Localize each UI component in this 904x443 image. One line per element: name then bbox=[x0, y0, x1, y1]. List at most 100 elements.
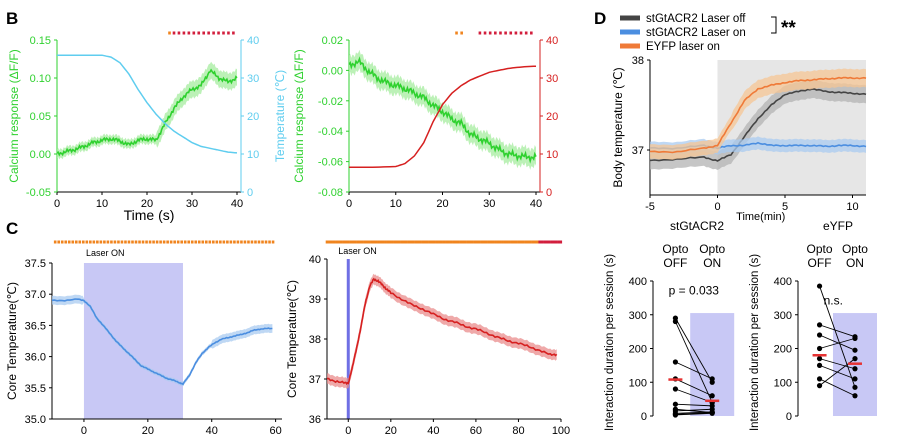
d-bottom-right-off-point bbox=[816, 376, 823, 382]
d-bottom-right-y-label: Interaction duration per session (s) bbox=[749, 254, 761, 431]
c-right-laser-mark bbox=[384, 240, 387, 244]
c-right-laser-mark bbox=[480, 240, 483, 244]
c-right-laser-mark bbox=[402, 240, 406, 244]
c-left-laser-mark bbox=[78, 240, 82, 244]
b-right-x-tick-label: 40 bbox=[530, 198, 542, 210]
b-left-laser-mark bbox=[187, 31, 191, 35]
c-right-laser-mark bbox=[470, 240, 474, 244]
c-left-laser-mark bbox=[120, 240, 124, 244]
c-left-laser-mark bbox=[201, 240, 205, 244]
d-bottom-right-y-tick-label: 400 bbox=[774, 276, 792, 288]
b-left-laser-mark bbox=[212, 31, 215, 35]
c-right-laser-annotation: Laser ON bbox=[338, 246, 377, 256]
c-left-laser-mark bbox=[261, 240, 264, 244]
c-right-laser-mark bbox=[426, 240, 429, 244]
b-left-laser-mark bbox=[172, 31, 176, 35]
b-right-right-y-tick-label: 0 bbox=[546, 187, 552, 199]
c-left-laser-mark bbox=[155, 240, 159, 244]
d-top-y-tick-label: 38 bbox=[632, 55, 644, 67]
c-right-laser-mark bbox=[512, 240, 516, 244]
c-right-laser-mark bbox=[475, 240, 479, 244]
b-left-right-y-tick-label: 20 bbox=[247, 111, 259, 123]
c-left-laser-mark bbox=[92, 240, 96, 244]
d-top-y-label: Body temperature (℃) bbox=[611, 67, 625, 187]
c-right-laser-mark bbox=[449, 240, 453, 244]
c-right-laser-mark bbox=[477, 240, 481, 244]
c-left-laser-mark bbox=[53, 240, 57, 244]
c-right-laser-mark bbox=[414, 240, 418, 244]
c-left-laser-mark bbox=[152, 240, 155, 244]
d-bottom-right-on-point bbox=[852, 393, 858, 399]
c-right-laser-mark bbox=[325, 240, 329, 244]
c-right-laser-mark bbox=[510, 240, 514, 244]
b-right-laser-mark bbox=[499, 31, 502, 35]
c-right-y-tick-label: 37 bbox=[309, 374, 321, 386]
d-top-legend-label: stGtACR2 Laser on bbox=[646, 27, 746, 39]
c-left-laser-mark bbox=[57, 240, 61, 244]
c-left-laser-mark bbox=[204, 240, 208, 244]
b-right-laser-mark bbox=[455, 31, 458, 35]
b-left-temperature-line bbox=[57, 54, 238, 154]
c-right-laser-mark bbox=[484, 240, 488, 244]
c-right-laser-mark bbox=[407, 240, 411, 244]
c-right-laser-mark bbox=[363, 240, 366, 244]
c-right-laser-mark bbox=[554, 240, 558, 244]
c-left-core-sem-band bbox=[52, 294, 273, 387]
c-right-laser-mark bbox=[342, 240, 345, 244]
c-right-laser-mark bbox=[372, 240, 376, 244]
d-bottom-right-off-point bbox=[816, 283, 823, 289]
c-left-laser-mark bbox=[64, 240, 68, 244]
b-right-laser-mark bbox=[514, 31, 518, 35]
d-bottom-right-pair-line bbox=[819, 358, 856, 370]
d-bottom-left-pair-line bbox=[675, 412, 713, 415]
b-right-laser-mark bbox=[509, 31, 513, 35]
d-bottom-left-off-point bbox=[672, 318, 679, 325]
b-left-laser-mark bbox=[168, 31, 171, 35]
b-left-y-label-right: Temperature (℃) bbox=[273, 70, 287, 162]
c-left-laser-mark bbox=[180, 240, 183, 244]
c-right-laser-mark bbox=[531, 240, 535, 244]
c-right-laser-mark bbox=[557, 240, 560, 244]
b-right-laser-mark bbox=[504, 31, 507, 35]
b-right-x-tick-label: 0 bbox=[346, 198, 352, 210]
c-left-laser-mark bbox=[268, 240, 271, 244]
c-left-laser-mark bbox=[113, 240, 117, 244]
d-bottom-left-y-tick-label: 400 bbox=[629, 276, 647, 288]
d-bottom-left-off-point bbox=[672, 412, 679, 418]
c-right-y-tick-label: 38 bbox=[309, 334, 321, 346]
b-right-laser-mark bbox=[483, 31, 487, 35]
d-top-laser-off-line bbox=[649, 88, 867, 162]
d-bottom-right-on-point bbox=[852, 366, 858, 372]
c-left-laser-mark bbox=[71, 240, 75, 244]
d-top-x-label: Time(min) bbox=[736, 211, 785, 223]
c-right-laser-mark bbox=[353, 240, 357, 244]
c-right-laser-mark bbox=[519, 240, 523, 244]
c-right-laser-mark bbox=[515, 240, 518, 244]
c-right-laser-mark bbox=[358, 240, 362, 244]
d-top-x-tick-label: 0 bbox=[714, 201, 720, 213]
c-right-laser-mark bbox=[550, 240, 553, 244]
d-bottom-left-pair-line bbox=[674, 321, 713, 403]
c-right-x-tick-label: 80 bbox=[512, 425, 524, 437]
c-right-laser-mark bbox=[442, 240, 446, 244]
c-left-y-label: Core Temperature(℃) bbox=[5, 282, 19, 400]
c-right-laser-mark bbox=[459, 240, 462, 244]
d-bottom-left-pair-line bbox=[675, 411, 713, 414]
c-left-x-tick-label: 0 bbox=[81, 425, 87, 437]
c-right-laser-mark bbox=[517, 240, 521, 244]
c-right-laser-mark bbox=[433, 240, 436, 244]
d-bottom-right-off-point bbox=[816, 322, 823, 328]
c-right-x-tick-label: 20 bbox=[385, 425, 397, 437]
c-left-laser-mark bbox=[141, 240, 145, 244]
d-bottom-left-y-tick-label: 100 bbox=[629, 377, 647, 389]
b-right-right-y-tick-label: 30 bbox=[546, 73, 558, 85]
chart-d-top: -5 0 5 10 37 38 Time(min) Body temperature (℃) s… bbox=[611, 13, 867, 223]
c-left-laser-mark bbox=[236, 240, 240, 244]
c-right-laser-mark bbox=[487, 240, 490, 244]
c-right-laser-mark bbox=[524, 240, 528, 244]
c-right-laser-mark bbox=[393, 240, 397, 244]
b-right-y-label: Calcium response (ΔF/F) bbox=[292, 49, 306, 182]
b-right-laser-mark bbox=[519, 31, 523, 35]
c-right-laser-mark bbox=[388, 240, 392, 244]
d-bottom-right-off-point bbox=[816, 332, 823, 338]
